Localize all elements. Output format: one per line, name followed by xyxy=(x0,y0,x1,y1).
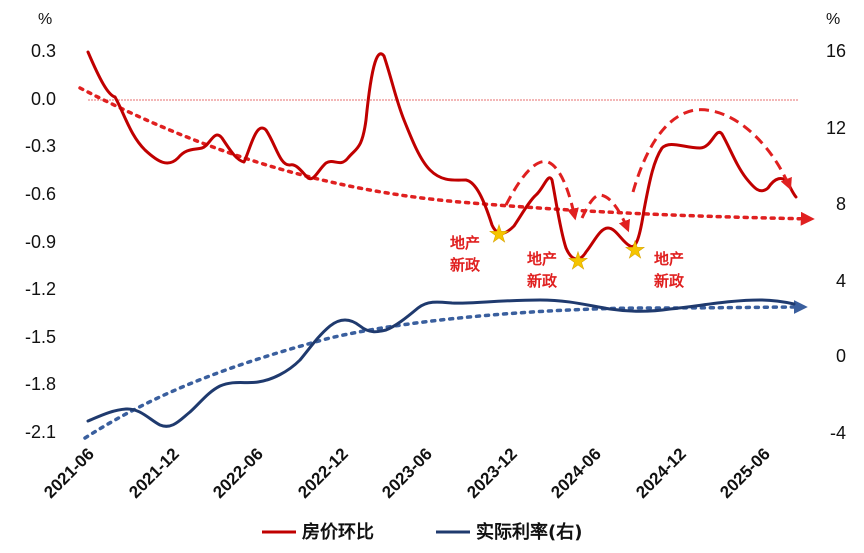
left-tick: -1.5 xyxy=(25,327,56,347)
annotation-policy-3: 地产 新政 xyxy=(654,250,685,290)
x-tick: 2022-12 xyxy=(294,444,352,502)
annotation-line1: 地产 xyxy=(450,234,480,252)
x-tick: 2023-06 xyxy=(378,444,436,502)
policy-star-icon: ★ xyxy=(488,220,510,248)
annotation-policy-2: 地产 新政 xyxy=(527,250,558,290)
right-tick: 16 xyxy=(826,41,846,61)
x-axis: 2021-06 2021-12 2022-06 2022-12 2023-06 … xyxy=(40,444,774,502)
left-tick: -1.2 xyxy=(25,279,56,299)
right-tick: 8 xyxy=(836,194,846,214)
legend-label-house-price: 房价环比 xyxy=(302,521,374,543)
cycle-arrow-3 xyxy=(631,108,792,193)
x-tick: 2024-06 xyxy=(547,444,605,502)
left-tick: -0.6 xyxy=(25,184,56,204)
legend-label-real-rate: 实际利率(右) xyxy=(476,521,582,543)
right-axis-unit: % xyxy=(826,11,840,28)
left-tick: -1.8 xyxy=(25,374,56,394)
left-tick: 0.3 xyxy=(31,41,56,61)
x-tick: 2022-06 xyxy=(209,444,267,502)
x-tick: 2023-12 xyxy=(463,444,521,502)
right-tick: 12 xyxy=(826,118,846,138)
annotation-line1: 地产 xyxy=(654,250,684,268)
right-axis: 16 12 8 4 0 -4 xyxy=(826,41,846,443)
real-rate-trend-line xyxy=(83,300,808,440)
x-tick: 2021-06 xyxy=(40,444,98,502)
legend: 房价环比 实际利率(右) xyxy=(262,521,582,543)
right-tick: 4 xyxy=(836,271,846,291)
left-tick: -2.1 xyxy=(25,422,56,442)
policy-star-icon: ★ xyxy=(567,247,589,275)
annotation-line2: 新政 xyxy=(450,256,481,274)
annotation-line1: 地产 xyxy=(527,250,557,268)
x-tick: 2024-12 xyxy=(632,444,690,502)
right-tick: 0 xyxy=(836,346,846,366)
left-tick: 0.0 xyxy=(31,89,56,109)
annotation-line2: 新政 xyxy=(654,272,685,290)
house-price-line xyxy=(86,50,798,261)
left-axis-unit: % xyxy=(38,11,52,28)
left-tick: -0.9 xyxy=(25,232,56,252)
x-tick: 2021-12 xyxy=(125,444,183,502)
left-axis: 0.3 0.0 -0.3 -0.6 -0.9 -1.2 -1.5 -1.8 -2… xyxy=(25,41,56,442)
policy-star-icon: ★ xyxy=(624,236,646,264)
annotation-policy-1: 地产 新政 xyxy=(450,234,481,274)
left-tick: -0.3 xyxy=(25,136,56,156)
cycle-arrow-1 xyxy=(504,160,579,221)
real-rate-line xyxy=(86,298,796,428)
annotation-line2: 新政 xyxy=(527,272,558,290)
house-price-trend-line xyxy=(78,86,815,226)
x-tick: 2025-06 xyxy=(716,444,774,502)
right-tick: -4 xyxy=(830,423,846,443)
